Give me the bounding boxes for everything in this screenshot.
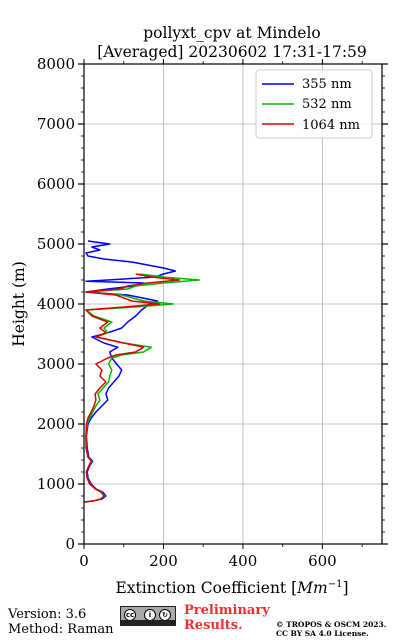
legend-label-1064: 1064 nm bbox=[302, 118, 360, 133]
legend-label-532: 532 nm bbox=[302, 97, 352, 112]
series-line-2 bbox=[84, 273, 181, 503]
x-tick-label: 0 bbox=[79, 552, 89, 570]
y-tick-label: 0 bbox=[65, 535, 75, 553]
axis-ticks bbox=[78, 59, 388, 549]
y-tick-label: 6000 bbox=[37, 175, 75, 193]
x-axis-label-text: Extinction Coefficient [ bbox=[115, 579, 297, 597]
y-tick-label: 3000 bbox=[37, 355, 75, 373]
share-alike-icon: ↻ bbox=[159, 609, 171, 621]
series-layer bbox=[84, 240, 200, 503]
copyright-line1: © TROPOS & OSCM 2023. bbox=[276, 620, 387, 629]
y-tick-label: 4000 bbox=[37, 295, 75, 313]
cc-badge-bar bbox=[121, 620, 175, 625]
x-axis-label-exponent: −1 bbox=[328, 579, 343, 590]
x-tick-label: 200 bbox=[149, 552, 178, 570]
chart-title: pollyxt_cpv at Mindelo bbox=[143, 24, 321, 42]
tick-labels: 0 200 400 600010002000300040005000600070008… bbox=[37, 55, 337, 570]
y-tick-label: 2000 bbox=[37, 415, 75, 433]
y-tick-label: 8000 bbox=[37, 55, 75, 73]
x-axis-label-unit: Mm bbox=[296, 579, 328, 597]
chart-title-group: pollyxt_cpv at Mindelo [Averaged] 202306… bbox=[97, 24, 367, 61]
y-axis-label: Height (m) bbox=[10, 261, 28, 347]
cc-license-badge: cc i ↻ bbox=[120, 606, 176, 626]
preliminary-line1: Preliminary bbox=[184, 603, 270, 618]
legend: 355 nm 532 nm 1064 nm bbox=[255, 69, 373, 139]
x-axis-label: Extinction Coefficient [Mm−1] bbox=[115, 579, 348, 597]
y-tick-label: 5000 bbox=[37, 235, 75, 253]
y-tick-label: 1000 bbox=[37, 475, 75, 493]
x-axis-label-close: ] bbox=[342, 579, 348, 597]
chart-subtitle: [Averaged] 20230602 17:31-17:59 bbox=[97, 43, 367, 61]
x-tick-label: 600 bbox=[308, 552, 337, 570]
version-text: Version: 3.6 bbox=[8, 607, 87, 622]
copyright-line2: CC BY SA 4.0 License. bbox=[276, 629, 369, 638]
legend-box bbox=[255, 69, 373, 139]
y-tick-label: 7000 bbox=[37, 115, 75, 133]
method-text: Method: Raman bbox=[8, 622, 114, 637]
preliminary-line2: Results. bbox=[184, 618, 243, 633]
x-tick-label: 400 bbox=[229, 552, 258, 570]
series-line-0 bbox=[84, 240, 177, 503]
legend-label-355: 355 nm bbox=[302, 77, 352, 92]
